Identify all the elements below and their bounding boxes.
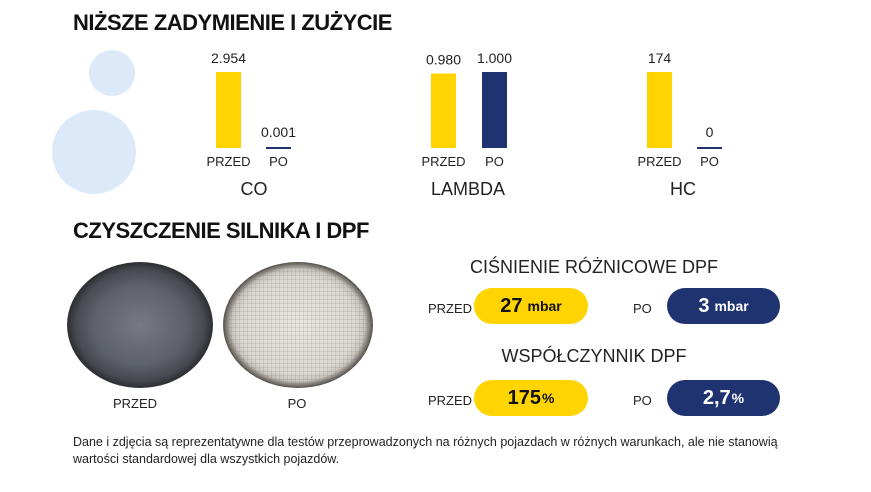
value-label-co-after: 0.001 xyxy=(261,124,296,140)
pressure-before-badge: 27 mbar xyxy=(474,288,588,324)
metric-title-dpf-ratio: WSPÓŁCZYNNIK DPF xyxy=(501,346,687,366)
bar-co-after xyxy=(266,147,291,149)
disclaimer-footnote: Dane i zdjęcia są reprezentatywne dla te… xyxy=(73,435,778,466)
value-label-hc-before: 174 xyxy=(648,50,672,66)
ratio-before-badge: 175 % xyxy=(474,380,588,416)
pressure-before-label: PRZED xyxy=(428,301,473,316)
section-title-cleaning: CZYSZCZENIE SILNIKA I DPF xyxy=(73,218,369,243)
bar-hc-before xyxy=(647,72,672,148)
ratio-before-unit: % xyxy=(541,390,555,406)
dpf-photo-before xyxy=(67,262,213,388)
pressure-after-label: PO xyxy=(633,301,652,316)
bar-label-hc-after: PO xyxy=(700,154,719,169)
category-label-co: CO xyxy=(241,179,268,199)
value-label-lambda-before: 0.980 xyxy=(426,52,461,68)
ratio-after-unit: % xyxy=(731,390,745,406)
category-label-hc: HC xyxy=(670,179,696,199)
category-label-lambda: LAMBDA xyxy=(431,179,505,199)
ratio-before-label: PRZED xyxy=(428,393,473,408)
bar-lambda-before xyxy=(431,73,456,148)
decorative-circle-large xyxy=(52,110,136,194)
pressure-before-value: 27 xyxy=(500,294,523,317)
ratio-after-badge: 2,7 % xyxy=(667,380,780,416)
value-label-hc-after: 0 xyxy=(706,124,714,140)
photo-label-after: PO xyxy=(287,396,307,411)
value-label-co-before: 2.954 xyxy=(211,50,246,66)
pressure-after-badge: 3 mbar xyxy=(667,288,780,324)
ratio-after-label: PO xyxy=(633,393,652,408)
pressure-after-value: 3 xyxy=(698,294,710,317)
bar-label-co-before: PRZED xyxy=(206,154,250,169)
photo-label-before: PRZED xyxy=(112,396,158,411)
value-label-lambda-after: 1.000 xyxy=(477,50,512,66)
decorative-circle-small xyxy=(89,50,135,96)
bar-label-hc-before: PRZED xyxy=(637,154,681,169)
ratio-before-value: 175 xyxy=(507,386,541,409)
pressure-before-unit: mbar xyxy=(527,298,562,314)
ratio-after-value: 2,7 xyxy=(702,386,731,409)
bar-label-co-after: PO xyxy=(269,154,288,169)
bar-hc-after xyxy=(697,147,722,149)
metric-title-pressure: CIŚNIENIE RÓŻNICOWE DPF xyxy=(469,257,718,277)
bar-co-before xyxy=(216,72,241,148)
bar-label-lambda-after: PO xyxy=(485,154,504,169)
bar-label-lambda-before: PRZED xyxy=(421,154,465,169)
bar-lambda-after xyxy=(482,72,507,148)
section-title-emissions: NIŻSZE ZADYMIENIE I ZUŻYCIE xyxy=(73,10,392,35)
dpf-photo-after xyxy=(223,262,373,388)
pressure-after-unit: mbar xyxy=(714,298,749,314)
